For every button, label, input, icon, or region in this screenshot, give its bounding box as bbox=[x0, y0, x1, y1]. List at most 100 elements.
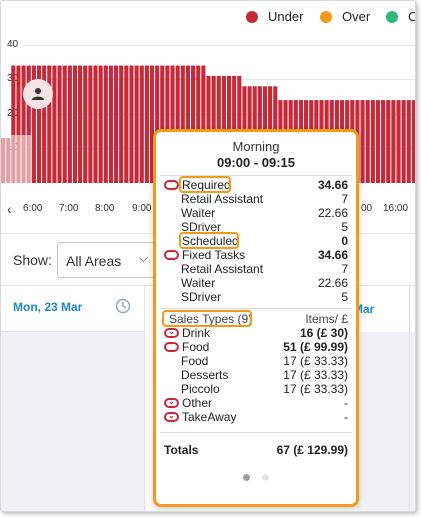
highlight-box bbox=[162, 310, 252, 327]
gridline bbox=[23, 45, 415, 46]
expand-toggle-icon[interactable]: ⌄ bbox=[164, 327, 179, 338]
chart-bar[interactable] bbox=[160, 65, 165, 183]
chart-bar[interactable] bbox=[144, 65, 149, 183]
chart-bar[interactable] bbox=[375, 100, 381, 183]
chart-bar[interactable] bbox=[391, 100, 396, 183]
y-tick-label: 40 bbox=[7, 39, 19, 50]
chart-bar[interactable] bbox=[67, 65, 72, 183]
chart-bar[interactable] bbox=[16, 65, 21, 183]
user-avatar[interactable] bbox=[23, 79, 53, 109]
chart-bar[interactable] bbox=[201, 65, 206, 183]
legend-under-swatch bbox=[246, 10, 258, 23]
item-label: Food bbox=[181, 354, 209, 368]
chart-bar[interactable] bbox=[31, 65, 36, 183]
pager-dot[interactable] bbox=[261, 474, 269, 481]
chart-bar[interactable] bbox=[21, 65, 26, 183]
chevron-up-icon: ⌃ bbox=[168, 341, 175, 350]
totals-row: Totals 67 (£ 129.99) bbox=[164, 442, 348, 458]
expand-toggle-icon[interactable]: ⌄ bbox=[164, 397, 179, 408]
chart-bar[interactable] bbox=[360, 100, 365, 183]
day-column[interactable] bbox=[357, 332, 415, 511]
chart-bar[interactable] bbox=[381, 100, 386, 183]
legend-third[interactable]: C bbox=[386, 9, 415, 24]
chart-bar[interactable] bbox=[78, 65, 83, 183]
required-row[interactable]: ⌃ Required 34.66 bbox=[164, 178, 348, 192]
chart-bar[interactable] bbox=[191, 65, 196, 183]
food-item: Desserts 17 (£ 33.33) bbox=[164, 368, 348, 382]
legend-over[interactable]: Over bbox=[320, 9, 370, 24]
chart-bar[interactable] bbox=[42, 65, 47, 183]
chart-bar[interactable] bbox=[11, 65, 16, 183]
chart-bar[interactable] bbox=[108, 65, 113, 183]
sales-row-drink[interactable]: ⌄ Drink 16 (£ 30) bbox=[164, 326, 348, 340]
chevron-down-icon: ⌵ bbox=[138, 251, 148, 265]
clock-icon[interactable] bbox=[115, 298, 131, 314]
dashboard-panel: Under Over C 40 30 20 10 ‹ 6:00 bbox=[0, 0, 416, 512]
chart-bar[interactable] bbox=[170, 65, 175, 183]
chart-bar[interactable] bbox=[396, 100, 401, 183]
chart-bar[interactable] bbox=[103, 65, 108, 183]
chart-bar[interactable] bbox=[196, 65, 201, 183]
sales-row-food[interactable]: ⌃ Food 51 (£ 99.99) bbox=[164, 340, 348, 354]
item-value: 22.66 bbox=[317, 276, 348, 290]
chart-bar[interactable] bbox=[93, 65, 98, 183]
chart-bar[interactable] bbox=[165, 65, 170, 183]
interval-tooltip: Morning 09:00 - 09:15 ⌃ Required 34.66 R… bbox=[153, 129, 359, 507]
collapse-toggle-icon[interactable]: ⌃ bbox=[164, 341, 179, 352]
tooltip-title: Morning bbox=[232, 139, 280, 154]
day-header-mon[interactable]: Mon, 23 Mar bbox=[1, 286, 145, 332]
sales-row-takeaway[interactable]: ⌄ TakeAway - bbox=[164, 410, 348, 424]
chart-bar[interactable] bbox=[401, 100, 406, 183]
pager-dot-active[interactable] bbox=[243, 474, 251, 481]
chart-legend: Under Over C bbox=[1, 9, 415, 25]
chart-bar[interactable] bbox=[180, 65, 185, 183]
chart-bar[interactable] bbox=[155, 65, 160, 183]
sales-types-header: Sales Types (9) Items/ £ bbox=[164, 312, 348, 326]
chart-bar[interactable] bbox=[411, 100, 416, 183]
chart-bar[interactable] bbox=[129, 65, 134, 183]
chart-bar[interactable] bbox=[139, 65, 144, 183]
collapse-toggle-icon[interactable]: ⌃ bbox=[164, 249, 179, 260]
item-value: 7 bbox=[341, 192, 348, 206]
sales-label: Other bbox=[182, 396, 213, 410]
collapse-toggle-icon[interactable]: ⌃ bbox=[164, 179, 179, 190]
chart-bar[interactable] bbox=[72, 65, 78, 183]
chart-bar[interactable] bbox=[365, 100, 370, 183]
chart-bar[interactable] bbox=[175, 65, 180, 183]
chart-bar[interactable] bbox=[386, 100, 391, 183]
chart-bar[interactable] bbox=[406, 100, 411, 183]
item-value: 17 (£ 33.33) bbox=[283, 354, 348, 368]
fixed-tasks-label: Fixed Tasks bbox=[182, 248, 246, 262]
totals-label: Totals bbox=[164, 443, 199, 457]
scheduled-label: Scheduled bbox=[182, 234, 239, 248]
chart-bar[interactable] bbox=[26, 65, 31, 183]
item-label: Desserts bbox=[181, 368, 229, 382]
chart-bar[interactable] bbox=[119, 65, 124, 183]
fixed-tasks-row[interactable]: ⌃ Fixed Tasks 34.66 bbox=[164, 248, 348, 262]
chart-bar[interactable] bbox=[134, 65, 139, 183]
chart-bar[interactable] bbox=[185, 65, 191, 183]
chart-bar[interactable] bbox=[124, 65, 129, 183]
sales-types-label: Sales Types (9) bbox=[169, 312, 253, 326]
day-column[interactable] bbox=[1, 332, 145, 511]
chart-bar[interactable] bbox=[98, 65, 103, 183]
required-item: Retail Assistant 7 bbox=[164, 192, 348, 206]
sales-row-other[interactable]: ⌄ Other - bbox=[164, 396, 348, 410]
chart-bar[interactable] bbox=[149, 65, 155, 183]
expand-toggle-icon[interactable]: ⌄ bbox=[164, 411, 179, 422]
chart-bar[interactable] bbox=[36, 65, 42, 183]
chart-bar[interactable] bbox=[57, 65, 62, 183]
legend-under[interactable]: Under bbox=[246, 9, 303, 24]
item-label: Waiter bbox=[181, 206, 216, 220]
totals-value: 67 (£ 129.99) bbox=[276, 443, 348, 457]
chart-bar[interactable] bbox=[88, 65, 93, 183]
chart-bar[interactable] bbox=[62, 65, 67, 183]
chart-bar[interactable] bbox=[47, 65, 52, 183]
chart-bar[interactable] bbox=[83, 65, 88, 183]
chart-bar[interactable] bbox=[113, 65, 119, 183]
day-header-label: Mon, 23 Mar bbox=[13, 300, 83, 314]
area-select[interactable]: All Areas ⌵ bbox=[57, 242, 157, 278]
chart-bar[interactable] bbox=[52, 65, 57, 183]
chart-bar[interactable] bbox=[370, 100, 375, 183]
chevron-left-icon[interactable]: ‹ bbox=[7, 201, 12, 217]
